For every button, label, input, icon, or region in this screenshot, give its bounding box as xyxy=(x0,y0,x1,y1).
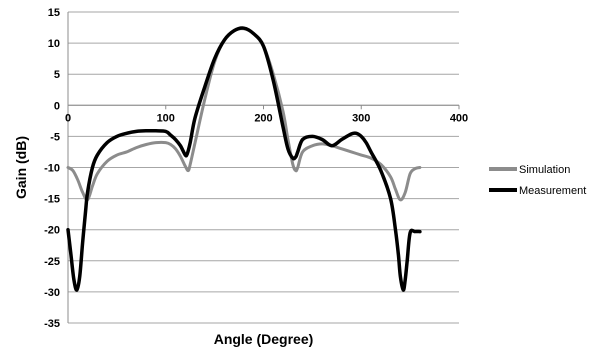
y-tick-label: 0 xyxy=(54,100,60,112)
y-tick-labels: 15 10 5 0 -5 -10 -15 -20 -25 -30 -35 xyxy=(44,7,60,330)
y-tick-label: 5 xyxy=(54,69,60,81)
legend-label: Simulation xyxy=(519,164,570,176)
y-tick-label: -25 xyxy=(44,256,60,268)
series-line-measurement xyxy=(66,26,422,292)
y-tick-label: -30 xyxy=(44,287,60,299)
gridlines xyxy=(68,11,459,324)
y-tick-label: -10 xyxy=(44,163,60,175)
y-axis-title: Gain (dB) xyxy=(13,136,29,199)
y-tick-label: -20 xyxy=(44,225,60,237)
y-tick-label: -15 xyxy=(44,194,60,206)
x-tick-label: 300 xyxy=(352,112,370,124)
y-tick-label: -35 xyxy=(44,318,60,330)
y-tick-label: 15 xyxy=(48,7,60,19)
series-lines xyxy=(66,26,422,292)
x-tick-label: 400 xyxy=(450,112,468,124)
legend-label: Measurement xyxy=(519,185,586,197)
y-tick-label: -5 xyxy=(50,131,60,143)
y-tick-label: 10 xyxy=(48,38,60,50)
x-tick-label: 100 xyxy=(157,112,175,124)
x-tick-label: 0 xyxy=(65,112,71,124)
legend: Simulation Measurement xyxy=(489,164,586,197)
x-tick-labels: 0 100 200 300 400 xyxy=(65,105,468,124)
x-tick-label: 200 xyxy=(254,112,272,124)
x-axis-title: Angle (Degree) xyxy=(214,331,314,347)
